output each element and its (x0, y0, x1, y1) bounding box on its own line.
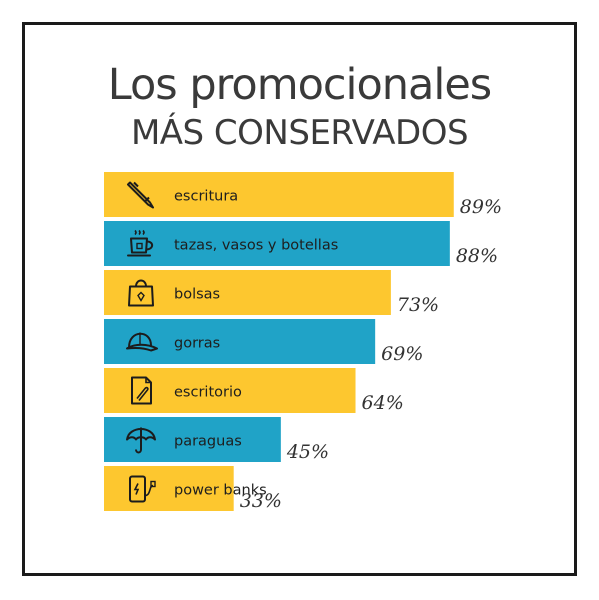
cap-icon (126, 332, 158, 352)
bar-6 (104, 466, 234, 511)
bar-label-6: power banks (174, 483, 267, 499)
bar-5 (104, 417, 281, 462)
umbrella-icon (126, 427, 156, 454)
value-label-2: 73% (397, 294, 439, 316)
mug-icon (127, 229, 154, 257)
value-label-3: 69% (381, 343, 423, 365)
bar-label-1: tazas, vasos y botellas (174, 238, 338, 254)
pen-icon (127, 181, 154, 209)
chart-title: Los promocionales (107, 60, 492, 110)
value-label-1: 88% (456, 245, 498, 267)
bar-4 (104, 368, 356, 413)
value-label-0: 89% (460, 196, 502, 218)
bag-icon (128, 279, 154, 307)
bar-0 (104, 172, 454, 217)
bar-label-0: escritura (174, 189, 238, 205)
value-label-5: 45% (286, 441, 329, 463)
bar-1 (104, 221, 450, 266)
power-bank-icon (129, 475, 156, 503)
bar-label-5: paraguas (174, 434, 242, 450)
bar-label-3: gorras (174, 336, 220, 352)
bar-label-2: bolsas (174, 287, 220, 303)
chart-subtitle: MÁS CONSERVADOS (130, 113, 469, 153)
document-icon (131, 376, 152, 405)
value-label-4: 64% (362, 392, 404, 414)
value-label-6: 33% (240, 490, 282, 512)
bar-label-4: escritorio (174, 385, 242, 401)
bar-3 (104, 319, 376, 364)
bar-2 (104, 270, 391, 315)
